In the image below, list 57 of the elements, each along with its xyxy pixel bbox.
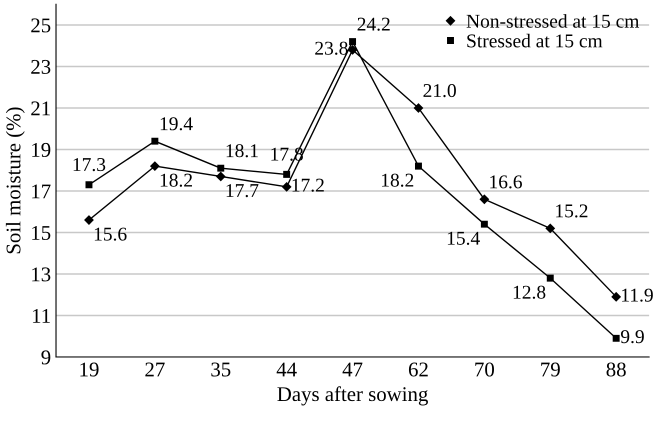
point [85, 181, 92, 188]
point [546, 274, 554, 282]
x-tick-label: 35 [211, 362, 230, 377]
y-tick-label: 19 [32, 142, 50, 157]
point [349, 38, 356, 46]
x-tick-label: 19 [80, 362, 99, 377]
data-label: 17.2 [292, 178, 324, 192]
point [150, 161, 160, 171]
point [216, 172, 226, 182]
point [546, 224, 555, 233]
y-tick-label: 13 [32, 267, 50, 282]
y-tick-label: 11 [32, 308, 50, 323]
point [84, 215, 94, 225]
legend-label: Stressed at 15 cm [467, 34, 602, 48]
data-label: 24.2 [358, 18, 390, 31]
data-label: 15.6 [94, 228, 127, 241]
data-label: 12.8 [514, 286, 546, 299]
x-tick-label: 44 [276, 362, 297, 376]
data-label: 17.7 [226, 184, 258, 198]
point [282, 182, 292, 192]
point [414, 103, 424, 113]
y-tick-label: 17 [32, 184, 51, 198]
x-tick-label: 62 [408, 362, 428, 377]
y-tick-label: 25 [31, 18, 50, 32]
y-tick-label: 9 [41, 350, 50, 364]
point [480, 194, 489, 204]
data-label: 16.6 [490, 175, 522, 188]
data-label: 17.3 [74, 158, 106, 172]
x-axis-title: Days after sowing [277, 386, 428, 406]
y-tick-label: 21 [31, 101, 50, 116]
data-label: 18.2 [160, 174, 192, 187]
point [480, 220, 488, 228]
legend-label: Non-stressed at 15 cm [466, 14, 640, 28]
y-axis-title: Soil moisture (%) [6, 107, 25, 254]
x-tick-label: 88 [606, 362, 626, 377]
x-tick-label: 47 [342, 362, 362, 376]
data-label: 18.2 [382, 174, 414, 187]
data-label: 23.8 [315, 42, 348, 55]
data-label: 9.9 [620, 330, 644, 344]
y-tick-label: 23 [31, 60, 50, 74]
x-tick-label: 79 [541, 362, 560, 377]
point [348, 45, 358, 55]
point [414, 162, 422, 170]
x-tick-label: 70 [475, 362, 494, 377]
data-label: 15.2 [556, 204, 588, 218]
point [612, 334, 620, 342]
point [217, 164, 224, 172]
data-label: 21.0 [423, 84, 456, 98]
data-label: 15.4 [448, 232, 480, 245]
point [151, 138, 158, 145]
data-label: 11.9 [622, 288, 653, 302]
point [283, 170, 290, 178]
data-label: 18.1 [226, 144, 258, 158]
point [612, 292, 621, 302]
x-tick-label: 27 [145, 362, 165, 376]
y-tick-label: 15 [32, 226, 50, 240]
data-label: 19.4 [160, 117, 193, 130]
